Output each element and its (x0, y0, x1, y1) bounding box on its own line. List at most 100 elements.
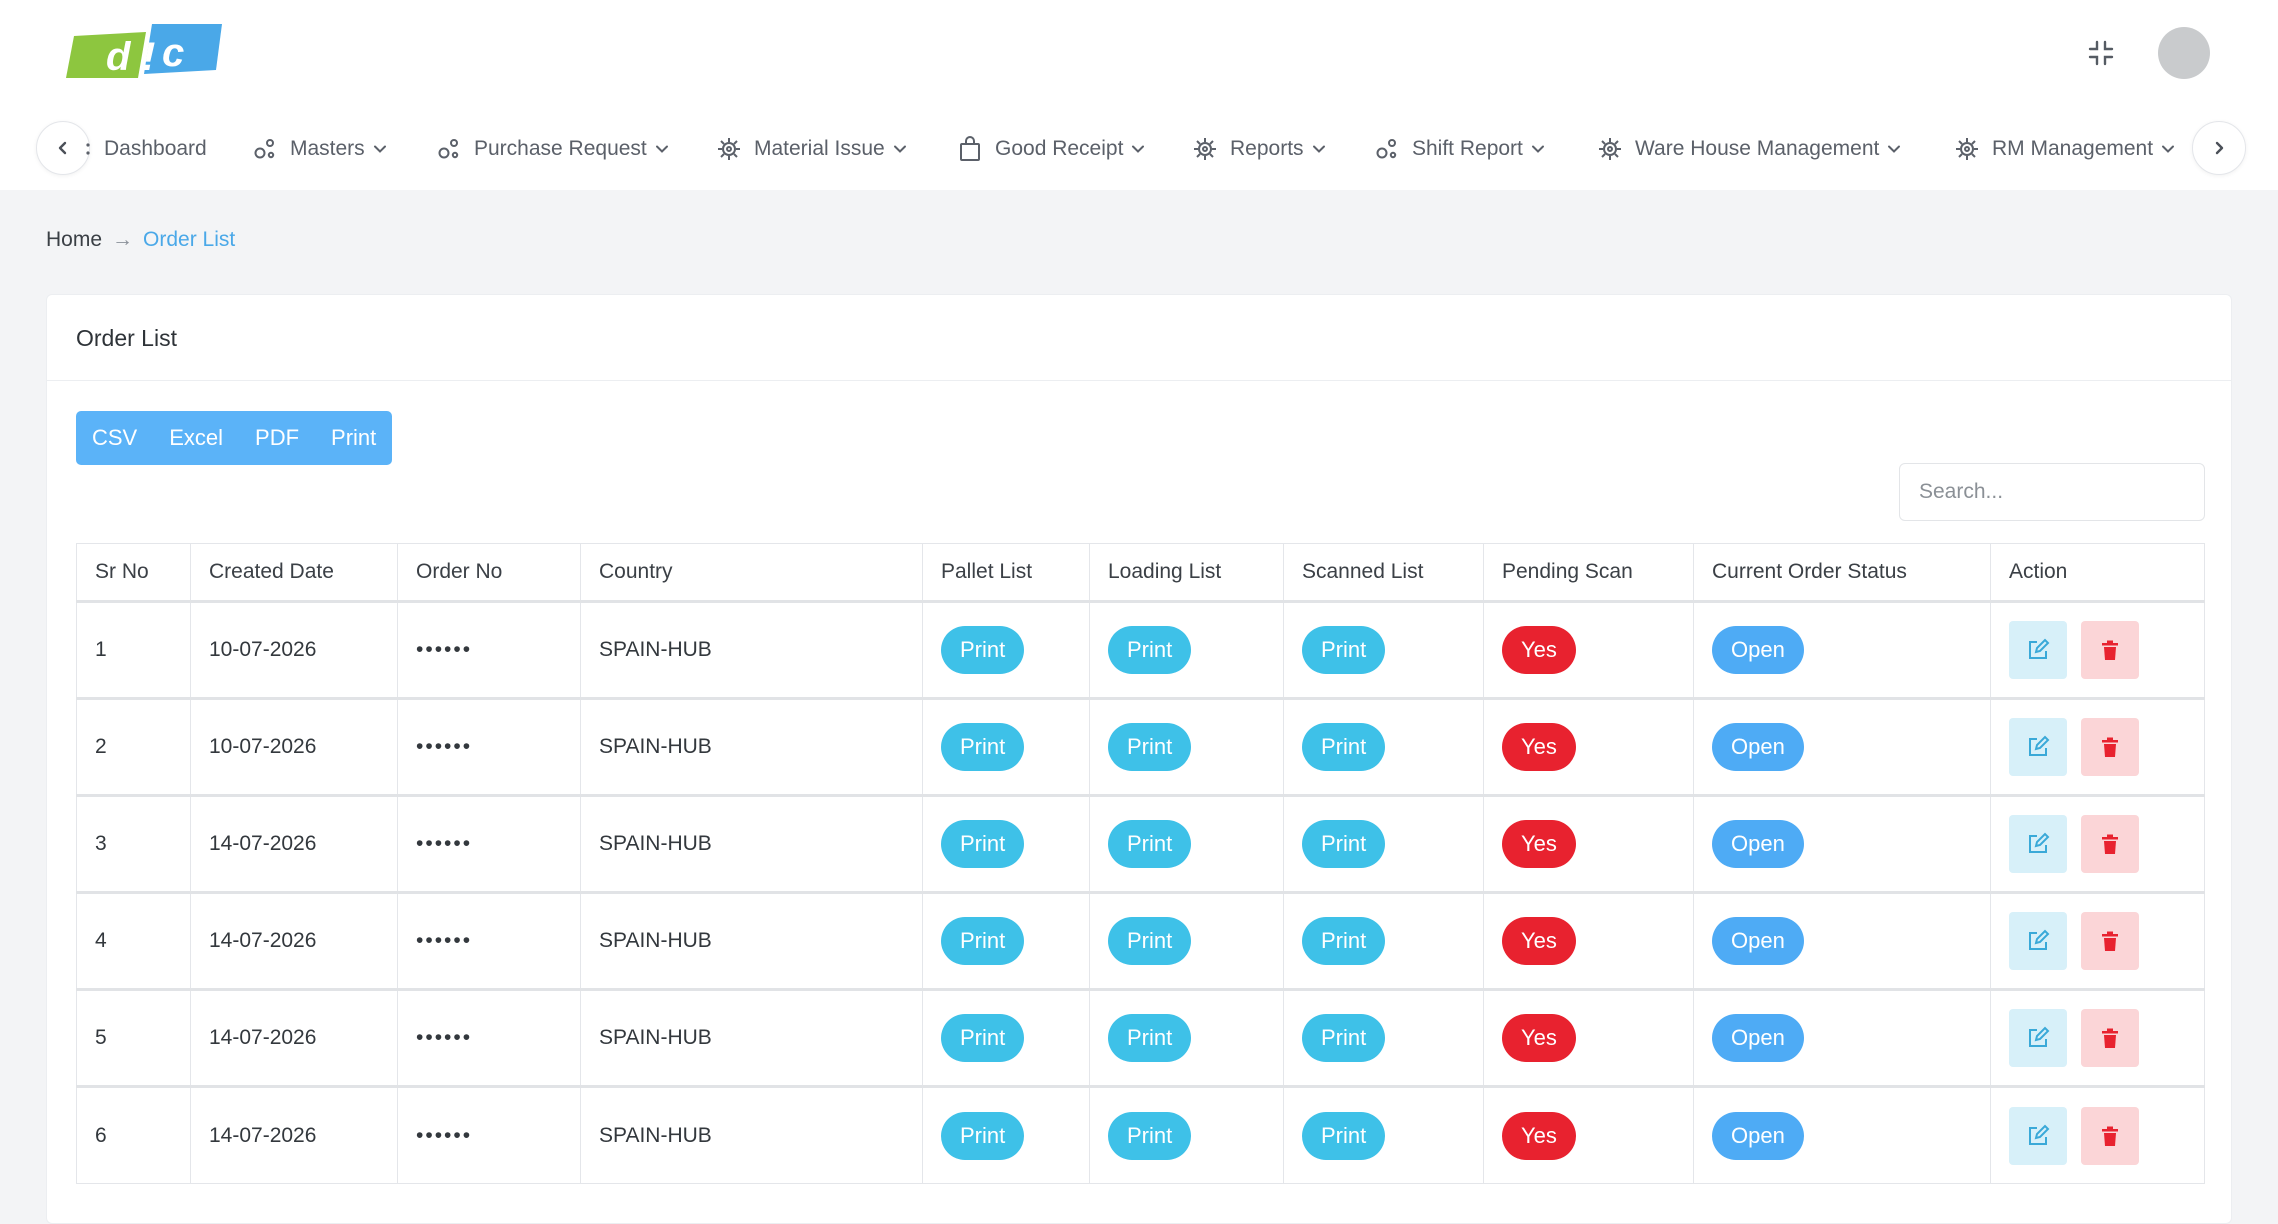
pallet-print-button[interactable]: Print (941, 1111, 1025, 1160)
user-avatar[interactable] (2158, 27, 2210, 79)
nav-item-shift-report[interactable]: Shift Report (1374, 132, 1545, 166)
top-bar: d ! c (0, 0, 2278, 108)
pallet-list-cell: Print (922, 892, 1090, 990)
pallet-list-cell: Print (922, 601, 1090, 699)
delete-button[interactable] (2081, 621, 2139, 679)
loading-print-button[interactable]: Print (1108, 1014, 1192, 1062)
pallet-print-button[interactable]: Print (941, 820, 1025, 868)
loading-print-button[interactable]: Print (1108, 626, 1192, 674)
order-status-badge[interactable]: Open (1712, 820, 1804, 868)
order-status-badge[interactable]: Open (1712, 917, 1804, 965)
action-cell (1990, 698, 2205, 796)
country-cell: SPAIN-HUB (580, 892, 923, 990)
nav-item-good-receipt[interactable]: Good Receipt (957, 132, 1145, 166)
column-header[interactable]: Current Order Status (1693, 543, 1991, 602)
edit-button[interactable] (2009, 718, 2067, 776)
nav-item-material-issue[interactable]: Material Issue (716, 132, 907, 166)
column-header[interactable]: Pending Scan (1483, 543, 1694, 602)
pending-scan-badge[interactable]: Yes (1502, 626, 1576, 674)
scanned-print-button[interactable]: Print (1302, 820, 1386, 868)
edit-icon (2029, 638, 2050, 659)
edit-button[interactable] (2009, 1106, 2067, 1165)
edit-icon (2029, 929, 2050, 950)
csv-export-button[interactable]: CSV (92, 425, 138, 450)
sr-no-cell: 2 (76, 698, 191, 796)
gear-icon (1954, 136, 1980, 162)
loading-list-cell: Print (1089, 1086, 1284, 1184)
pending-scan-badge[interactable]: Yes (1502, 820, 1576, 868)
loading-print-button[interactable]: Print (1108, 723, 1192, 771)
delete-button[interactable] (2081, 912, 2139, 970)
nav-scroll-left-button[interactable] (36, 121, 90, 175)
pending-scan-cell: Yes (1483, 989, 1694, 1087)
column-header[interactable]: Country (580, 543, 923, 602)
scanned-print-button[interactable]: Print (1302, 917, 1386, 965)
svg-text:d: d (106, 35, 132, 79)
delete-button[interactable] (2081, 1106, 2139, 1165)
created-date-cell: 14-07-2026 (190, 1086, 398, 1184)
nav-item-masters[interactable]: Masters (252, 132, 387, 166)
column-header[interactable]: Created Date (190, 543, 398, 602)
svg-text:c: c (162, 31, 184, 75)
order-status-badge[interactable]: Open (1712, 1111, 1804, 1160)
breadcrumb-home-link[interactable]: Home (46, 228, 103, 251)
orders-table: Sr No Created Date Order No Country Pall… (76, 543, 2205, 1184)
excel-export-button[interactable]: Excel (169, 425, 224, 450)
delete-button[interactable] (2081, 1009, 2139, 1067)
pallet-print-button[interactable]: Print (941, 1014, 1025, 1062)
pallet-print-button[interactable]: Print (941, 723, 1025, 771)
edit-button[interactable] (2009, 1009, 2067, 1067)
action-cell (1990, 601, 2205, 699)
nodes-icon (1374, 136, 1400, 162)
delete-button[interactable] (2081, 718, 2139, 776)
created-date-cell: 14-07-2026 (190, 989, 398, 1087)
order-no-cell: •••••• (397, 989, 581, 1087)
country-cell: SPAIN-HUB (580, 1086, 923, 1184)
column-header[interactable]: Loading List (1089, 543, 1284, 602)
pallet-print-button[interactable]: Print (941, 917, 1025, 965)
nav-item-ware-house-management[interactable]: Ware House Management (1597, 132, 1901, 166)
edit-button[interactable] (2009, 621, 2067, 679)
chevron-down-icon (2161, 142, 2175, 156)
order-status-cell: Open (1693, 892, 1991, 990)
scanned-print-button[interactable]: Print (1302, 626, 1386, 674)
column-header[interactable]: Sr No (76, 543, 191, 602)
nav-item-dashboard[interactable]: Dashboard (84, 132, 207, 166)
pending-scan-badge[interactable]: Yes (1502, 723, 1576, 771)
nav-scroll-right-button[interactable] (2192, 121, 2246, 175)
pallet-print-button[interactable]: Print (941, 626, 1025, 674)
order-status-badge[interactable]: Open (1712, 626, 1804, 674)
nav-item-rm-management[interactable]: RM Management (1954, 132, 2175, 166)
column-header[interactable]: Action (1990, 543, 2205, 602)
nav-item-reports[interactable]: Reports (1192, 132, 1326, 166)
delete-button[interactable] (2081, 815, 2139, 873)
scanned-print-button[interactable]: Print (1302, 1014, 1386, 1062)
nodes-icon (252, 136, 278, 162)
order-status-badge[interactable]: Open (1712, 1014, 1804, 1062)
order-status-cell: Open (1693, 601, 1991, 699)
scanned-list-cell: Print (1283, 1086, 1484, 1184)
scanned-print-button[interactable]: Print (1302, 1111, 1386, 1160)
table-row: 5 14-07-2026 •••••• SPAIN-HUB Print Prin… (76, 989, 2205, 1087)
edit-button[interactable] (2009, 912, 2067, 970)
scanned-print-button[interactable]: Print (1302, 723, 1386, 771)
pending-scan-badge[interactable]: Yes (1502, 1111, 1576, 1160)
sr-no-cell: 6 (76, 1086, 191, 1184)
pdf-export-button[interactable]: PDF (255, 425, 300, 450)
loading-print-button[interactable]: Print (1108, 1111, 1192, 1160)
nav-item-purchase-request[interactable]: Purchase Request (436, 132, 669, 166)
column-header[interactable]: Order No (397, 543, 581, 602)
loading-print-button[interactable]: Print (1108, 917, 1192, 965)
column-header[interactable]: Scanned List (1283, 543, 1484, 602)
created-date-cell: 14-07-2026 (190, 892, 398, 990)
edit-button[interactable] (2009, 815, 2067, 873)
search-input[interactable] (1899, 463, 2205, 521)
exit-fullscreen-icon[interactable] (2084, 36, 2118, 70)
brand-logo[interactable]: d ! c (66, 22, 226, 82)
order-status-badge[interactable]: Open (1712, 723, 1804, 771)
pending-scan-badge[interactable]: Yes (1502, 1014, 1576, 1062)
print-export-button[interactable]: Print (331, 425, 377, 450)
column-header[interactable]: Pallet List (922, 543, 1090, 602)
pending-scan-badge[interactable]: Yes (1502, 917, 1576, 965)
loading-print-button[interactable]: Print (1108, 820, 1192, 868)
